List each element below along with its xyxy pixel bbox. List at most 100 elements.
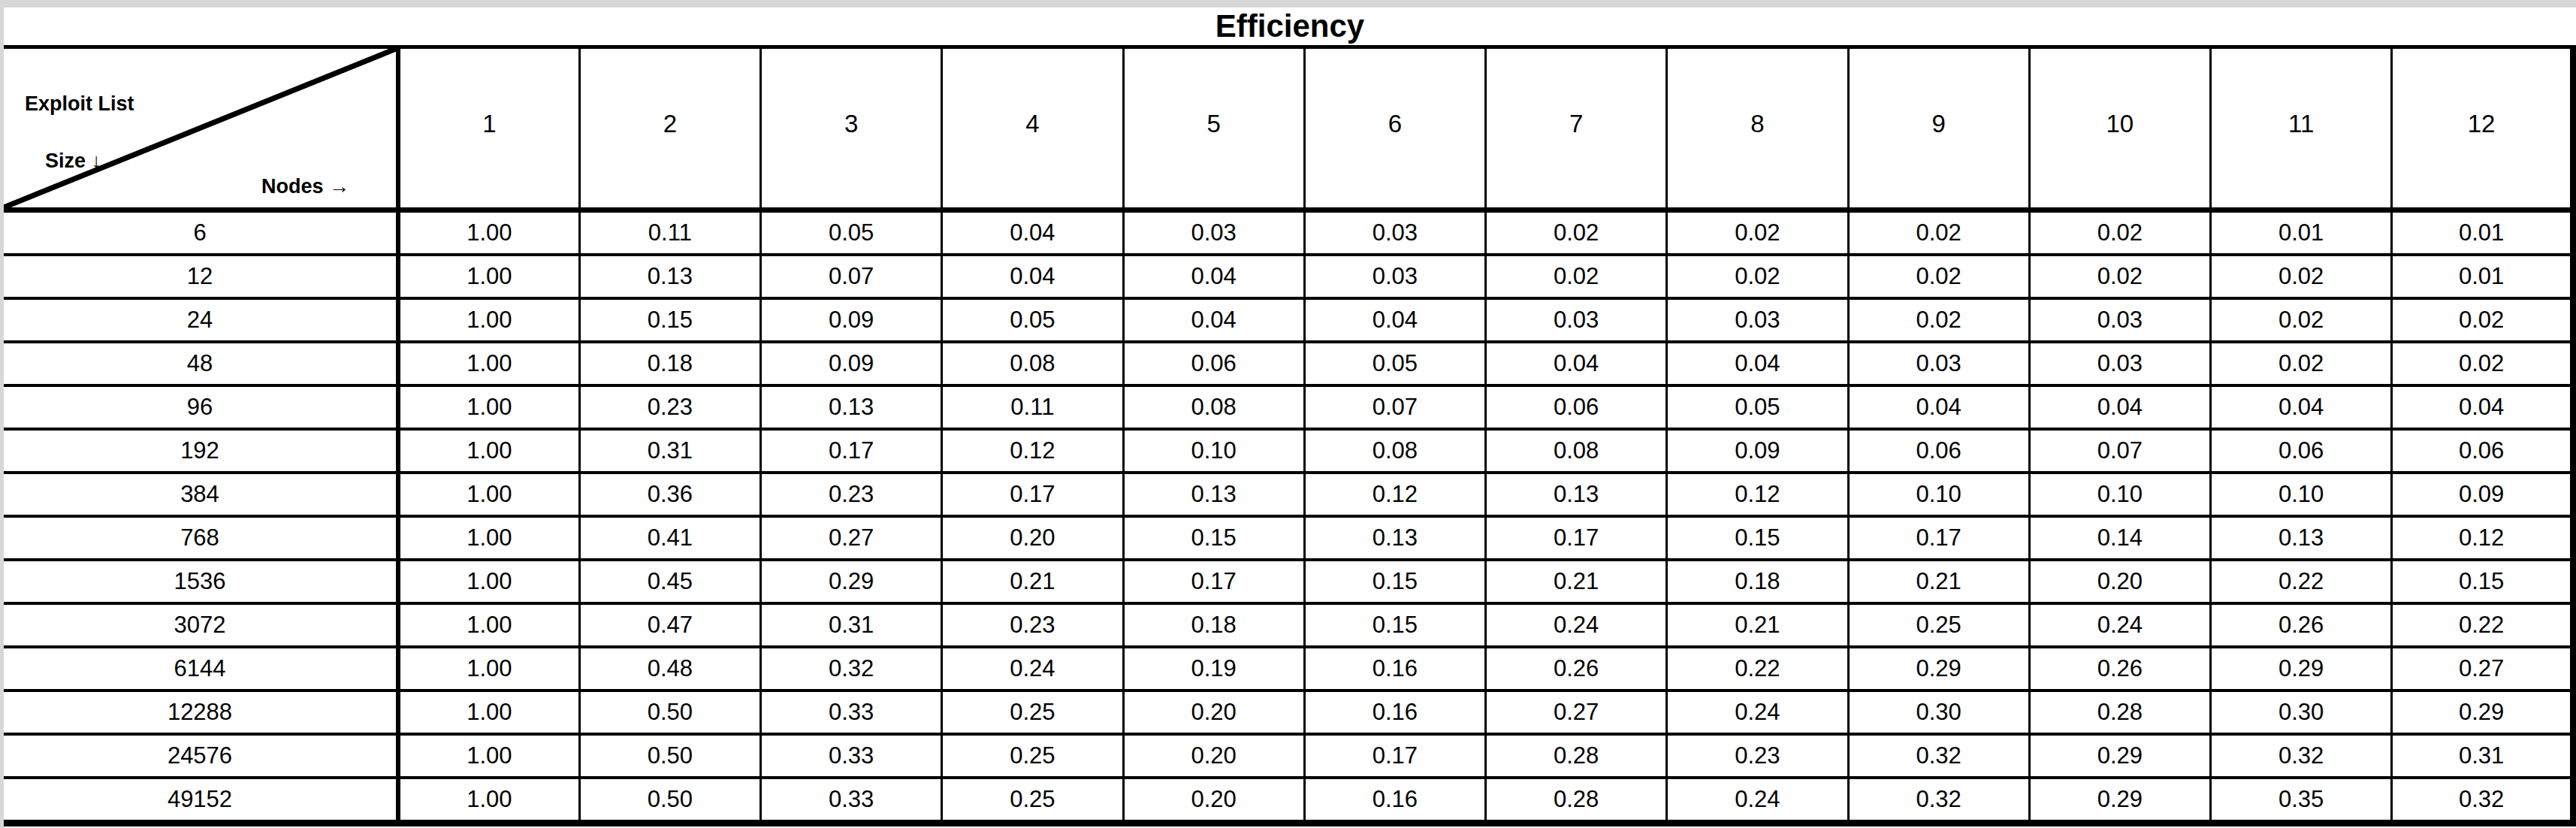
row-header-1536: 1536 <box>4 560 398 603</box>
cell-size3072-node11: 0.26 <box>2211 603 2392 647</box>
cell-size96-node3: 0.13 <box>761 385 942 429</box>
cell-size6-node10: 0.02 <box>2029 210 2210 255</box>
cell-size49152-node12: 0.32 <box>2392 778 2573 823</box>
cell-size12-node9: 0.02 <box>1848 255 2029 298</box>
cell-size6144-node4: 0.24 <box>942 647 1123 691</box>
cell-size12-node11: 0.02 <box>2211 255 2392 298</box>
cell-size24-node6: 0.04 <box>1304 298 1485 342</box>
cell-size48-node4: 0.08 <box>942 342 1123 385</box>
cell-size6144-node5: 0.19 <box>1123 647 1304 691</box>
cell-size12288-node5: 0.20 <box>1123 691 1304 734</box>
cell-size768-node4: 0.20 <box>942 516 1123 560</box>
table-row-192: 1921.000.310.170.120.100.080.080.090.060… <box>4 429 2573 473</box>
cell-size1536-node10: 0.20 <box>2029 560 2210 603</box>
table-row-12: 121.000.130.070.040.040.030.020.020.020.… <box>4 255 2573 298</box>
cell-size96-node1: 1.00 <box>398 385 579 429</box>
cell-size24-node3: 0.09 <box>761 298 942 342</box>
table-row-6: 61.000.110.050.040.030.030.020.020.020.0… <box>4 210 2573 255</box>
cell-size192-node1: 1.00 <box>398 429 579 473</box>
cell-size96-node7: 0.06 <box>1486 385 1667 429</box>
cell-size96-node6: 0.07 <box>1304 385 1485 429</box>
cell-size3072-node5: 0.18 <box>1123 603 1304 647</box>
cell-size384-node3: 0.23 <box>761 473 942 516</box>
cell-size6144-node8: 0.22 <box>1667 647 1848 691</box>
cell-size24576-node1: 1.00 <box>398 734 579 778</box>
cell-size12-node5: 0.04 <box>1123 255 1304 298</box>
cell-size6-node12: 0.01 <box>2392 210 2573 255</box>
cell-size12-node1: 1.00 <box>398 255 579 298</box>
cell-size49152-node3: 0.33 <box>761 778 942 823</box>
cell-size24576-node12: 0.31 <box>2392 734 2573 778</box>
cell-size96-node8: 0.05 <box>1667 385 1848 429</box>
column-header-10: 10 <box>2029 47 2210 210</box>
cell-size12288-node6: 0.16 <box>1304 691 1485 734</box>
cell-size384-node1: 1.00 <box>398 473 579 516</box>
cell-size24576-node4: 0.25 <box>942 734 1123 778</box>
cell-size12288-node4: 0.25 <box>942 691 1123 734</box>
cell-size48-node5: 0.06 <box>1123 342 1304 385</box>
cell-size384-node6: 0.12 <box>1304 473 1485 516</box>
cell-size24-node10: 0.03 <box>2029 298 2210 342</box>
cell-size768-node10: 0.14 <box>2029 516 2210 560</box>
cell-size49152-node9: 0.32 <box>1848 778 2029 823</box>
corner-label-nodes-right-arrow: Nodes → <box>261 177 349 197</box>
column-header-5: 5 <box>1123 47 1304 210</box>
table-row-48: 481.000.180.090.080.060.050.040.040.030.… <box>4 342 2573 385</box>
cell-size6144-node7: 0.26 <box>1486 647 1667 691</box>
cell-size3072-node4: 0.23 <box>942 603 1123 647</box>
cell-size12288-node10: 0.28 <box>2029 691 2210 734</box>
cell-size6144-node1: 1.00 <box>398 647 579 691</box>
cell-size1536-node6: 0.15 <box>1304 560 1485 603</box>
cell-size6-node4: 0.04 <box>942 210 1123 255</box>
cell-size768-node8: 0.15 <box>1667 516 1848 560</box>
cell-size24-node9: 0.02 <box>1848 298 2029 342</box>
corner-label-exploit-list: Exploit List <box>25 94 134 114</box>
corner-header-cell: Exploit List Size ↓ Nodes → <box>4 47 398 210</box>
cell-size192-node7: 0.08 <box>1486 429 1667 473</box>
cell-size3072-node6: 0.15 <box>1304 603 1485 647</box>
cell-size192-node2: 0.31 <box>579 429 760 473</box>
cell-size6-node11: 0.01 <box>2211 210 2392 255</box>
cell-size24576-node8: 0.23 <box>1667 734 1848 778</box>
cell-size12-node2: 0.13 <box>579 255 760 298</box>
cell-size3072-node8: 0.21 <box>1667 603 1848 647</box>
cell-size12288-node9: 0.30 <box>1848 691 2029 734</box>
cell-size24-node1: 1.00 <box>398 298 579 342</box>
cell-size96-node4: 0.11 <box>942 385 1123 429</box>
cell-size12-node4: 0.04 <box>942 255 1123 298</box>
cell-size6144-node11: 0.29 <box>2211 647 2392 691</box>
cell-size49152-node1: 1.00 <box>398 778 579 823</box>
cell-size192-node12: 0.06 <box>2392 429 2573 473</box>
cell-size24-node2: 0.15 <box>579 298 760 342</box>
cell-size48-node9: 0.03 <box>1848 342 2029 385</box>
cell-size12-node12: 0.01 <box>2392 255 2573 298</box>
cell-size48-node10: 0.03 <box>2029 342 2210 385</box>
cell-size6-node7: 0.02 <box>1486 210 1667 255</box>
efficiency-table: Exploit List Size ↓ Nodes → 123456789101… <box>4 45 2576 826</box>
row-header-192: 192 <box>4 429 398 473</box>
cell-size6-node2: 0.11 <box>579 210 760 255</box>
cell-size24576-node10: 0.29 <box>2029 734 2210 778</box>
table-row-6144: 61441.000.480.320.240.190.160.260.220.29… <box>4 647 2573 691</box>
cell-size24576-node3: 0.33 <box>761 734 942 778</box>
cell-size1536-node11: 0.22 <box>2211 560 2392 603</box>
column-header-11: 11 <box>2211 47 2392 210</box>
row-header-12: 12 <box>4 255 398 298</box>
cell-size768-node5: 0.15 <box>1123 516 1304 560</box>
row-header-24576: 24576 <box>4 734 398 778</box>
column-header-4: 4 <box>942 47 1123 210</box>
row-header-6144: 6144 <box>4 647 398 691</box>
cell-size192-node11: 0.06 <box>2211 429 2392 473</box>
cell-size96-node11: 0.04 <box>2211 385 2392 429</box>
cell-size6-node3: 0.05 <box>761 210 942 255</box>
cell-size384-node10: 0.10 <box>2029 473 2210 516</box>
cell-size12288-node12: 0.29 <box>2392 691 2573 734</box>
cell-size6144-node2: 0.48 <box>579 647 760 691</box>
cell-size48-node12: 0.02 <box>2392 342 2573 385</box>
cell-size6-node1: 1.00 <box>398 210 579 255</box>
cell-size1536-node1: 1.00 <box>398 560 579 603</box>
column-header-8: 8 <box>1667 47 1848 210</box>
cell-size24-node4: 0.05 <box>942 298 1123 342</box>
cell-size96-node2: 0.23 <box>579 385 760 429</box>
column-header-12: 12 <box>2392 47 2573 210</box>
